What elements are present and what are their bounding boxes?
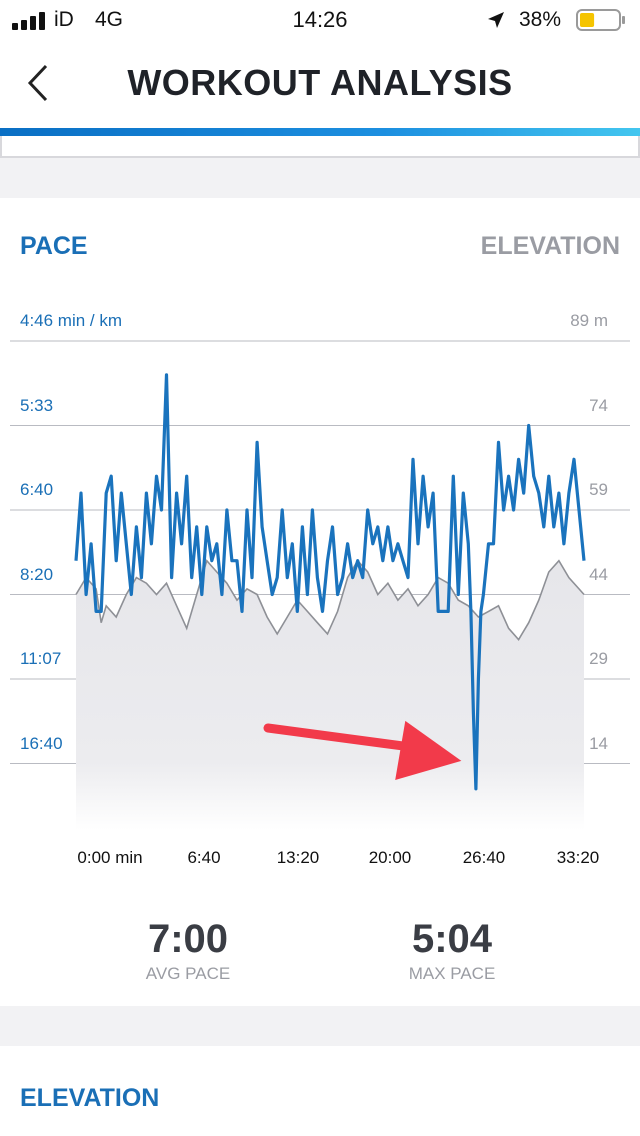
page-title: WORKOUT ANALYSIS <box>127 62 513 103</box>
elevation-line <box>75 559 585 641</box>
y-tick-label-elevation: 89 m <box>570 311 608 330</box>
pace-line <box>74 373 586 791</box>
header-accent-bar <box>0 128 640 136</box>
clock: 14:26 <box>292 7 348 32</box>
tab-elevation[interactable]: ELEVATION <box>480 232 620 260</box>
pace-chart: 4:46 min / km 5:33 6:40 8:20 11:07 16:40 89 m 7… <box>0 198 640 898</box>
avg-pace-value: 7:00 <box>147 917 229 961</box>
tab-pace[interactable]: PACE <box>20 232 88 260</box>
elevation-section-title: ELEVATION <box>20 1084 160 1112</box>
x-tick-label: 20:00 <box>368 848 412 867</box>
summary-card-edge <box>0 136 640 158</box>
chevron-left-icon[interactable] <box>22 60 62 106</box>
max-pace-value: 5:04 <box>411 917 493 961</box>
y-tick-label-pace: 8:20 <box>20 564 54 584</box>
pace-chart-plot <box>10 340 630 830</box>
elevation-card: ELEVATION <box>0 1046 640 1136</box>
elevation-area <box>76 560 584 830</box>
x-tick-label: 6:40 <box>187 848 221 867</box>
x-tick-label: 13:20 <box>276 848 320 867</box>
network-type: 4G <box>95 8 124 31</box>
app-header: WORKOUT ANALYSIS <box>0 40 640 128</box>
carrier-name: iD <box>54 8 74 31</box>
avg-pace-stat: 7:00 AVG PACE <box>88 916 288 984</box>
signal-icon <box>12 12 45 30</box>
annotation-arrow-shaft <box>263 723 414 752</box>
location-arrow-icon <box>488 12 504 28</box>
annotation-arrow-head <box>395 720 462 780</box>
x-tick-label: 33:20 <box>556 848 600 867</box>
y-tick-label-pace: 6:40 <box>20 480 54 499</box>
y-tick-label-elevation: 29 <box>589 649 608 668</box>
x-tick-label: 26:40 <box>462 848 506 867</box>
pace-card: PACE ELEVATION 4:46 min / km 5:33 6:40 8:20… <box>0 198 640 1006</box>
y-tick-label-pace: 5:33 <box>20 395 54 415</box>
max-pace-stat: 5:04 MAX PACE <box>352 916 552 984</box>
y-tick-label-pace: 4:46 min / km <box>20 311 123 330</box>
y-tick-label-elevation: 74 <box>589 395 608 415</box>
y-tick-label-pace: 11:07 <box>20 649 62 668</box>
battery-percent: 38% <box>519 8 562 31</box>
y-tick-label-elevation: 44 <box>589 564 608 584</box>
y-tick-label-pace: 16:40 <box>20 733 63 753</box>
x-tick-label: 0:00 min <box>77 848 143 867</box>
status-bar: iD 4G 14:26 38% <box>0 0 640 40</box>
y-tick-label-elevation: 59 <box>589 480 608 499</box>
y-tick-label-elevation: 14 <box>589 733 608 753</box>
avg-pace-label: AVG PACE <box>145 964 231 983</box>
battery-icon <box>576 9 625 31</box>
max-pace-label: MAX PACE <box>408 964 496 983</box>
